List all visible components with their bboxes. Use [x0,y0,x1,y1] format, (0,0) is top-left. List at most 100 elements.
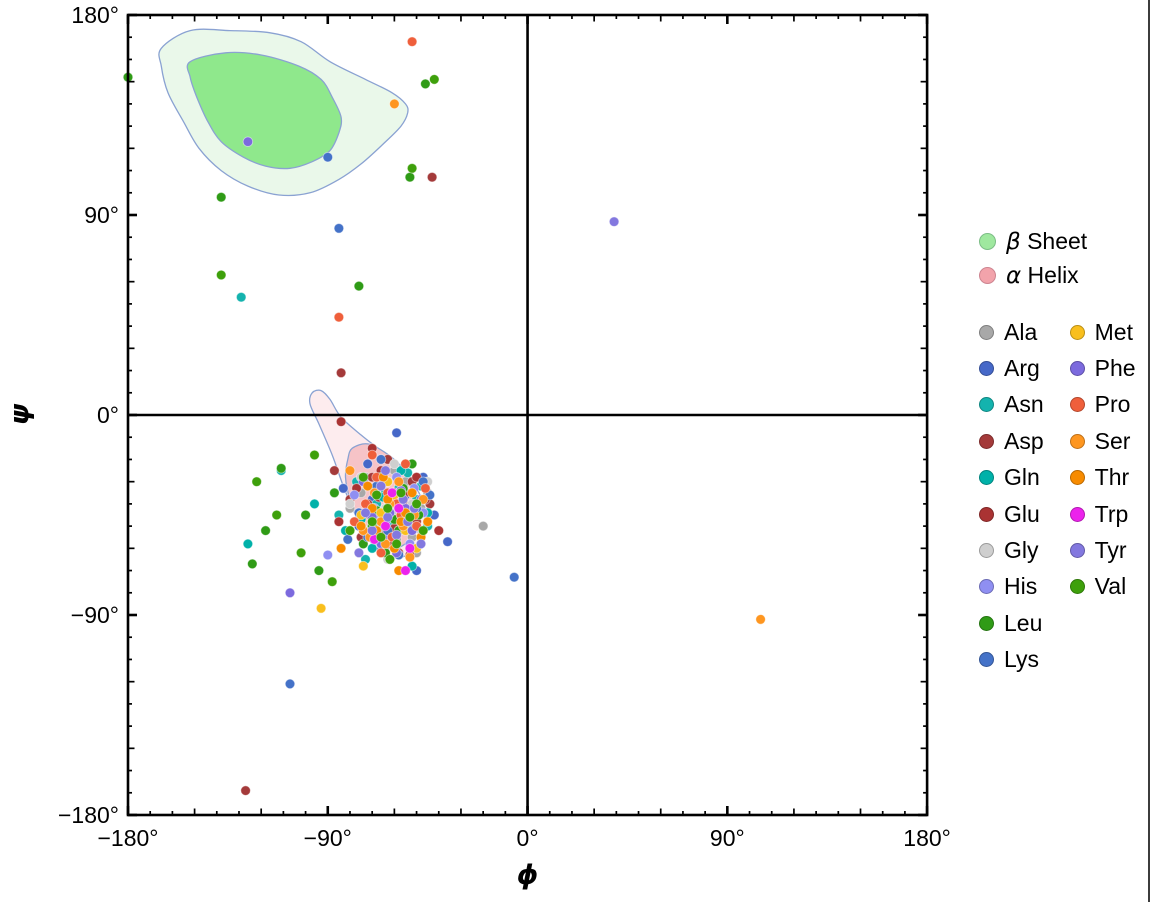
point-glu [333,516,345,527]
point-asp [426,171,438,183]
trp-swatch [1069,506,1085,522]
legend-label: Ala [1004,318,1038,345]
point-ser [755,614,766,625]
point-trp [380,520,391,532]
legend-item-tyr: Tyr [1069,532,1136,568]
point-val [251,476,262,487]
tick-marks [126,13,929,817]
y-tick-label: 0° [97,402,119,428]
legend-label: Arg [1004,355,1040,382]
point-leu [247,558,258,570]
point-val [417,525,429,536]
legend: β Sheet α Helix Ala Arg Asn Asp Gln Glu Gly His L… [979,224,1136,678]
ala-swatch [979,324,994,340]
point-asp [329,465,340,476]
legend-item-leu: Leu [979,605,1044,641]
helix-region-swatch [979,266,996,284]
y-tick-label: −180° [58,802,119,828]
zero-axis-lines [128,15,928,815]
point-tyr [366,525,378,536]
legend-residues: Ala Arg Asn Asp Gln Glu Gly His Leu Lys Met Phe Pro S… [979,314,1136,678]
legend-label: Asp [1004,427,1044,454]
legend-label: Thr [1094,464,1130,491]
point-his [322,549,334,561]
legend-item-met: Met [1069,314,1136,350]
point-val [358,471,369,483]
point-tyr [375,480,387,492]
legend-label: Val [1094,573,1127,600]
legend-item-lys: Lys [979,642,1044,678]
point-val [391,538,402,550]
point-pro [400,458,411,470]
point-glu [433,525,445,536]
legend-item-ser: Ser [1069,423,1136,459]
point-gln [366,543,378,554]
y-tick-label: 90° [84,202,119,228]
point-val [366,516,378,527]
point-gly [344,498,356,510]
point-thr [406,487,418,499]
legend-label: Phe [1094,355,1136,382]
point-val [411,498,422,510]
y-tick-label: 180° [71,2,119,28]
x-tick-label: −90° [304,825,352,851]
point-his [349,489,360,501]
sheet-region-swatch [979,232,996,250]
point-phe [242,136,254,147]
legend-label: Gly [1004,537,1039,564]
point-thr [335,543,347,554]
legend-item-asn: Asn [979,387,1044,423]
point-val [395,487,407,499]
point-gln [242,538,254,550]
asn-swatch [979,397,994,413]
point-ser [393,476,405,487]
point-lys [375,454,387,465]
scatter-points [122,36,766,796]
point-arg [362,458,373,470]
point-leu [300,509,311,521]
point-tyr [353,547,365,559]
point-leu [313,565,325,576]
point-tyr [382,511,393,523]
x-axis-label: ϕ [516,860,539,891]
phe-swatch [1069,361,1085,377]
ser-swatch [1069,433,1085,449]
tick-labels: −180°−180° −90° −90° 0° 0° 90° 90° 180° 180° [58,2,951,851]
x-tick-label: 0° [517,825,539,851]
legend-item-gln: Gln [979,460,1044,496]
legend-label: Ser [1094,427,1131,454]
point-lys [284,678,296,690]
legend-item-ala: Ala [979,314,1044,350]
window-right-border [1148,0,1150,902]
point-lys [508,571,520,583]
point-val [406,163,418,174]
point-leu [353,280,365,292]
point-val [326,576,338,587]
legend-label: Glu [1004,500,1040,527]
point-phe [284,587,296,599]
legend-item-phe: Phe [1069,350,1136,386]
point-tyr [380,465,391,476]
point-val [371,489,382,501]
point-ser [404,551,416,563]
point-gln [309,498,320,510]
legend-item-trp: Trp [1069,496,1136,532]
point-thr [355,520,367,532]
legend-item-thr: Thr [1069,460,1136,496]
point-pro [375,547,387,559]
val-swatch [1069,579,1085,595]
legend-item-pro: Pro [1069,387,1136,423]
arg-swatch [979,361,994,377]
point-leu [260,525,271,536]
legend-label: Trp [1094,500,1129,527]
legend-label: Pro [1094,391,1131,418]
point-val [309,449,320,461]
legend-column: Met Phe Pro Ser Thr Trp Tyr Val [1069,314,1136,678]
legend-label: α Helix [1006,261,1079,289]
point-asn [235,291,247,303]
pro-swatch [1069,397,1085,413]
x-tick-label: −180° [97,825,158,851]
point-leu [420,78,431,90]
legend-label: His [1004,573,1038,600]
